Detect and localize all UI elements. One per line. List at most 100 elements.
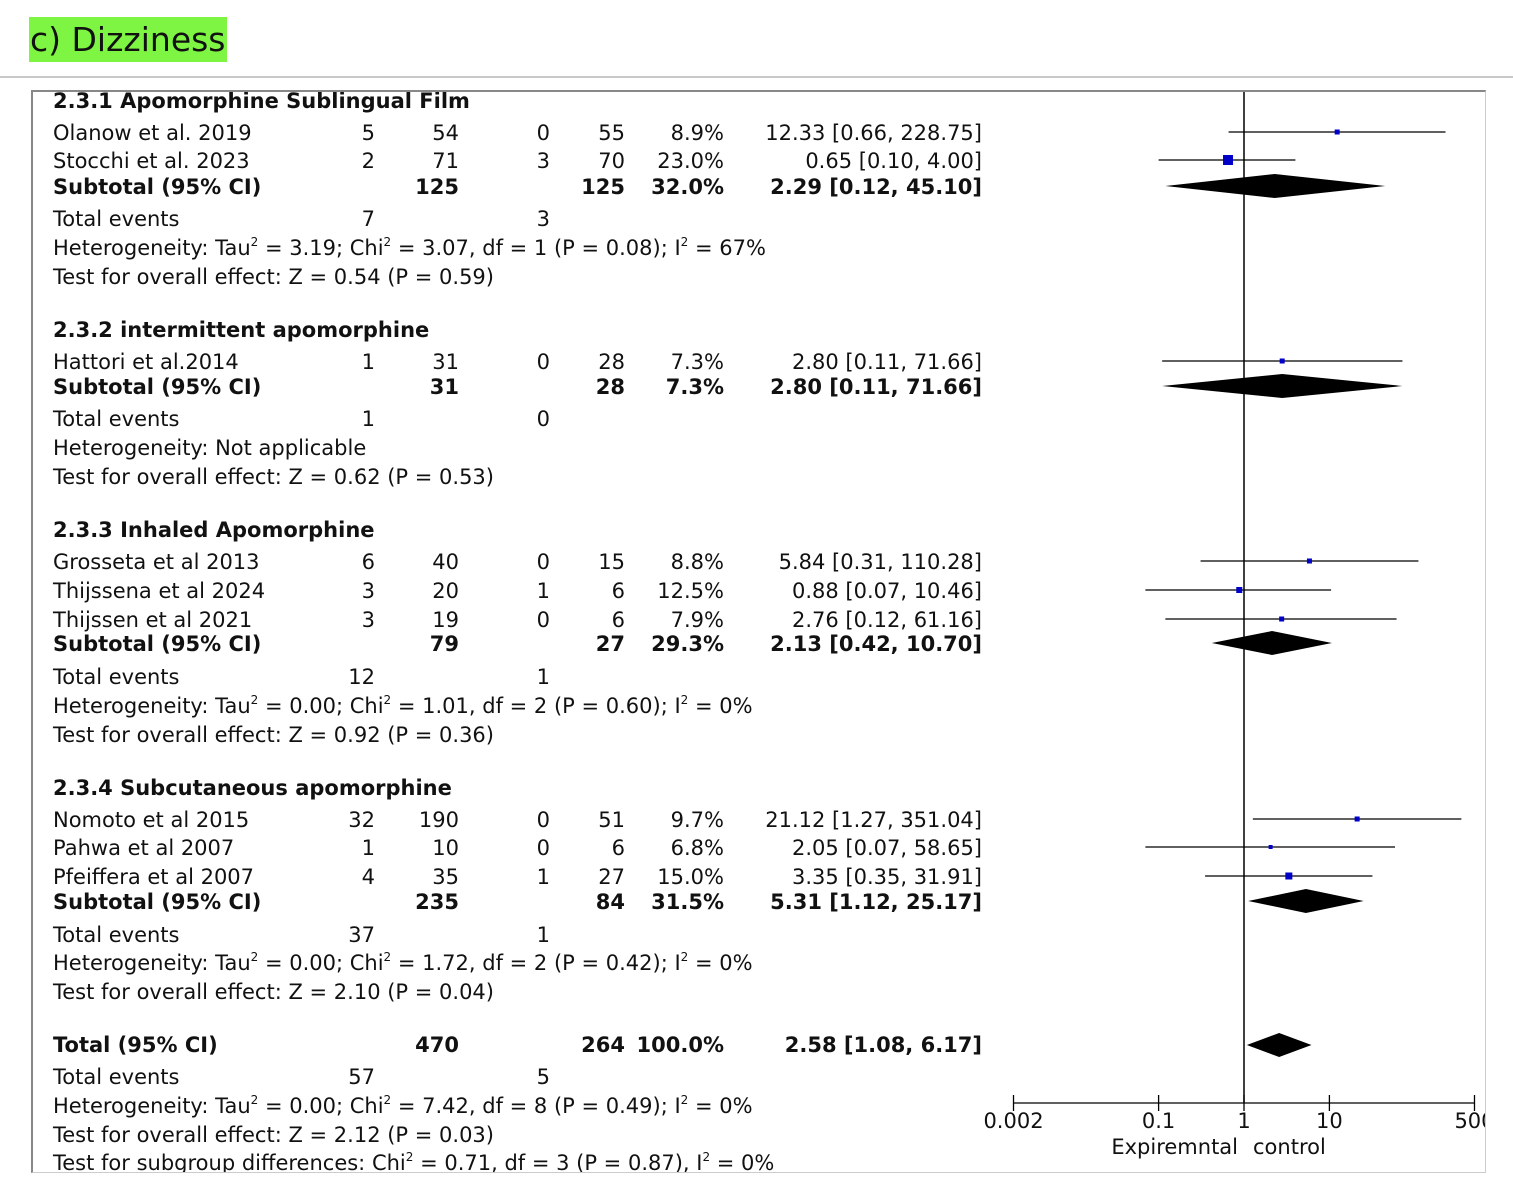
- subgroup-4-study-1-events-ctl: 0: [536, 808, 550, 832]
- subgroup-4-study-3-total-exp: 35: [432, 865, 459, 889]
- subgroup-3-total-events-exp: 12: [348, 665, 375, 689]
- subgroup-4-heterogeneity: Heterogeneity: Tau2 = 0.00; Chi2 = 1.72,…: [53, 950, 753, 975]
- subgroup-4-study-3-ci: 3.35 [0.35, 31.91]: [791, 865, 982, 889]
- overall-total-events-ctl: 5: [536, 1065, 550, 1089]
- chi-squared-sup: 2: [383, 693, 392, 707]
- subgroup-4-subtotal-label: Subtotal (95% CI): [53, 890, 262, 914]
- subgroup-4-total-events-label: Total events: [53, 923, 180, 947]
- i-squared-sup: 2: [680, 235, 689, 249]
- subgroup-2-total-events-label: Total events: [53, 407, 180, 431]
- subgroup-3-study-2-events-exp: 3: [361, 579, 375, 603]
- subgroup-2-study-1-weight: 7.3%: [670, 350, 724, 374]
- subgroup-2-study-1-name: Hattori et al.2014: [53, 350, 239, 374]
- subgroup-3-subtotal-weight: 29.3%: [651, 632, 724, 656]
- subgroup-1-subtotal-weight: 32.0%: [651, 175, 724, 199]
- subgroup-4-subtotal-total-ctl: 84: [595, 890, 625, 914]
- subgroup-3-study-2-square: [1236, 587, 1243, 593]
- subgroup-3-study-1-total-ctl: 15: [598, 550, 625, 574]
- x-axis-tick-label-1: 0.002: [983, 1109, 1043, 1133]
- subgroup-1-study-2-events-ctl: 3: [536, 149, 550, 173]
- subgroup-4-study-3-total-ctl: 27: [598, 865, 625, 889]
- subgroup-4-subtotal-ci: 5.31 [1.12, 25.17]: [770, 890, 982, 914]
- x-axis-label-right: control: [1253, 1135, 1326, 1159]
- subgroup-3-subtotal-total-exp: 79: [429, 632, 459, 656]
- subgroup-3-study-3-total-ctl: 6: [611, 608, 625, 632]
- subgroup-3-subtotal-diamond: [1211, 631, 1332, 655]
- subgroup-1-overall-effect: Test for overall effect: Z = 0.54 (P = 0…: [53, 265, 494, 289]
- subgroup-1-subtotal-diamond: [1165, 174, 1386, 198]
- subgroup-1-study-2-square: [1223, 155, 1234, 165]
- subgroup-2-study-1-ci: 2.80 [0.11, 71.66]: [791, 350, 982, 374]
- subgroup-3-total-events-label: Total events: [53, 665, 180, 689]
- subgroup-4-study-1-total-exp: 190: [418, 808, 459, 832]
- subgroup-4-subtotal-weight: 31.5%: [651, 890, 724, 914]
- subgroup-4-study-2-total-ctl: 6: [611, 836, 625, 860]
- subgroup-2-overall-effect: Test for overall effect: Z = 0.62 (P = 0…: [53, 465, 494, 489]
- subgroup-2-study-1-events-ctl: 0: [536, 350, 550, 374]
- x-axis-tick-label-3: 1: [1237, 1109, 1250, 1133]
- subgroup-4-study-3-square: [1285, 872, 1293, 880]
- subgroup-3-study-1-weight: 8.8%: [670, 550, 724, 574]
- x-axis-tick-label-4: 10: [1316, 1109, 1343, 1133]
- subgroup-3-heterogeneity: Heterogeneity: Tau2 = 0.00; Chi2 = 1.01,…: [53, 693, 753, 718]
- i-squared-sup: 2: [680, 1093, 689, 1107]
- x-axis-tick-label-5: 500: [1454, 1109, 1485, 1133]
- subgroup-3-study-2-ci: 0.88 [0.07, 10.46]: [791, 579, 982, 603]
- subgroup-4-study-3-weight: 15.0%: [657, 865, 724, 889]
- subgroup-2-subtotal-weight: 7.3%: [665, 375, 724, 399]
- subgroup-4-study-1-square: [1354, 816, 1360, 822]
- overall-total-total-exp: 470: [415, 1033, 459, 1057]
- subgroup-1-study-1-events-ctl: 0: [536, 121, 550, 145]
- overall-total-label: Total (95% CI): [53, 1033, 218, 1057]
- overall-effect-test: Test for overall effect: Z = 2.12 (P = 0…: [53, 1123, 494, 1147]
- subgroup-4-study-3-events-ctl: 1: [536, 865, 550, 889]
- subgroup-4-title: 2.3.4 Subcutaneous apomorphine: [53, 776, 452, 800]
- figure-label: c) Dizziness: [29, 17, 227, 62]
- subgroup-4-total-events-ctl: 1: [536, 923, 550, 947]
- subgroup-3-study-2-name: Thijssena et al 2024: [53, 579, 266, 603]
- subgroup-1-study-1-total-exp: 54: [432, 121, 459, 145]
- subgroup-2-subtotal-total-ctl: 28: [595, 375, 625, 399]
- subgroup-1-study-1-total-ctl: 55: [598, 121, 625, 145]
- subgroup-4-study-1-ci: 21.12 [1.27, 351.04]: [765, 808, 982, 832]
- subgroup-2-total-events-exp: 1: [361, 407, 375, 431]
- subgroup-1-study-1-name: Olanow et al. 2019: [53, 121, 252, 145]
- subgroup-2-subtotal-ci: 2.80 [0.11, 71.66]: [770, 375, 982, 399]
- subgroup-4-study-3-name: Pfeiffera et al 2007: [53, 865, 255, 889]
- subgroup-2-subtotal-diamond: [1162, 374, 1403, 398]
- subgroup-4-study-2-total-exp: 10: [432, 836, 459, 860]
- subgroup-3-study-1-name: Grosseta et al 2013: [53, 550, 260, 574]
- subgroup-2-study-1-events-exp: 1: [361, 350, 375, 374]
- subgroup-3-study-2-total-ctl: 6: [611, 579, 625, 603]
- chi-squared-sup: 2: [383, 1093, 392, 1107]
- subgroup-4-study-1-weight: 9.7%: [670, 808, 724, 832]
- i-squared-sup: 2: [702, 1150, 711, 1164]
- tau-squared-sup: 2: [250, 950, 259, 964]
- subgroup-1-study-2-events-exp: 2: [361, 149, 375, 173]
- subgroup-3-total-events-ctl: 1: [536, 665, 550, 689]
- subgroup-4-study-2-ci: 2.05 [0.07, 58.65]: [791, 836, 982, 860]
- subgroup-1-total-events-ctl: 3: [536, 207, 550, 231]
- subgroup-2-study-1-total-ctl: 28: [598, 350, 625, 374]
- subgroup-1-study-2-total-exp: 71: [432, 149, 459, 173]
- subgroup-2-study-1-square: [1279, 358, 1285, 364]
- overall-total-total-ctl: 264: [581, 1033, 625, 1057]
- subgroup-1-heterogeneity: Heterogeneity: Tau2 = 3.19; Chi2 = 3.07,…: [53, 235, 766, 260]
- subgroup-4-study-2-events-exp: 1: [361, 836, 375, 860]
- subgroup-1-subtotal-total-ctl: 125: [581, 175, 625, 199]
- subgroup-3-subtotal-label: Subtotal (95% CI): [53, 632, 262, 656]
- overall-total-events-exp: 57: [348, 1065, 375, 1089]
- header-divider: [0, 76, 1513, 78]
- tau-squared-sup: 2: [250, 693, 259, 707]
- subgroup-3-study-1-events-exp: 6: [361, 550, 375, 574]
- x-axis-tick-label-2: 0.1: [1142, 1109, 1175, 1133]
- subgroup-3-study-2-weight: 12.5%: [657, 579, 724, 603]
- subgroup-3-study-3-total-exp: 19: [432, 608, 459, 632]
- subgroup-3-study-3-events-ctl: 0: [536, 608, 550, 632]
- subgroup-4-study-1-events-exp: 32: [348, 808, 375, 832]
- subgroup-3-study-2-events-ctl: 1: [536, 579, 550, 603]
- subgroup-3-study-2-total-exp: 20: [432, 579, 459, 603]
- subgroup-1-subtotal-label: Subtotal (95% CI): [53, 175, 262, 199]
- forest-plot-svg: 0.002 0.1 1 10 500 Expiremntal control: [983, 92, 1485, 1159]
